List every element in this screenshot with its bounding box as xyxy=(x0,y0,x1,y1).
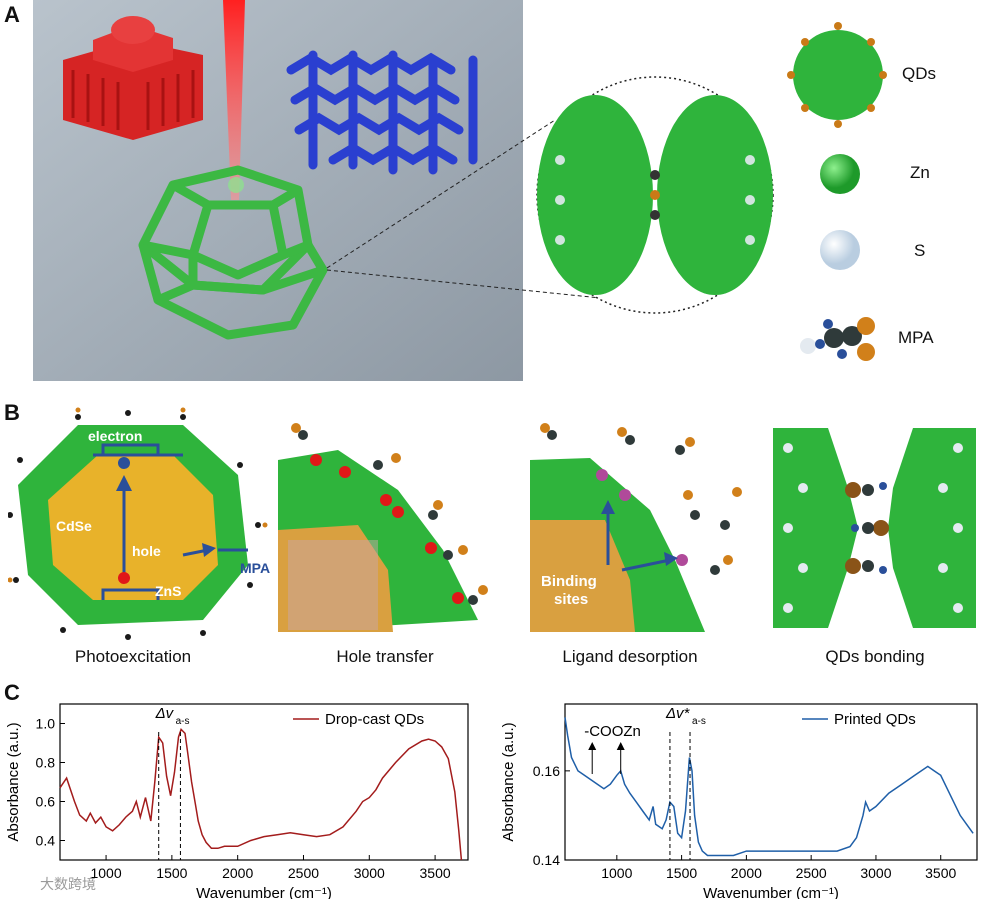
label-electron: electron xyxy=(88,428,143,444)
annotation-subscript: a-s xyxy=(176,716,190,727)
label-binding: Binding xyxy=(541,573,597,590)
y-axis-label: Absorbance (a.u.) xyxy=(5,722,22,841)
x-tick-label: 1500 xyxy=(156,865,187,881)
series-line xyxy=(564,717,974,857)
qd-sphere-icon xyxy=(787,22,887,128)
label-mpa: MPA xyxy=(240,560,271,576)
plot-frame xyxy=(564,703,978,861)
caption-qds-bonding: QDs bonding xyxy=(825,647,925,666)
x-tick-label: 3000 xyxy=(354,865,385,881)
caption-photoexcitation: Photoexcitation xyxy=(74,647,192,666)
panel-letter-a: A xyxy=(4,2,20,27)
y-tick-label: 0.4 xyxy=(36,833,56,849)
x-tick-label: 1500 xyxy=(666,865,697,881)
panel-letter-c: C xyxy=(4,680,20,705)
x-tick-label: 1000 xyxy=(601,865,632,881)
label-sites: sites xyxy=(554,591,589,608)
legend-entry: Printed QDs xyxy=(834,711,916,728)
x-axis-label: Wavenumber (cm⁻¹) xyxy=(703,885,839,899)
x-tick-label: 3500 xyxy=(925,865,956,881)
zn-atom-icon xyxy=(820,154,860,194)
chart-dropcast: 1000 1500 2000 2500 3000 3500 0.4 0.6 0.8 1.0 Wave… xyxy=(5,703,469,899)
label-zns: ZnS xyxy=(155,583,182,599)
chart-printed: 1000 1500 2000 2500 3000 3500 0.14 0.16 Wavenumb… xyxy=(500,703,978,899)
photoexcitation-diagram xyxy=(8,407,268,640)
annotation-label: Δv xyxy=(155,705,175,722)
label-hole: hole xyxy=(132,543,161,559)
legend-s-label: S xyxy=(914,241,926,260)
x-tick-label: 2000 xyxy=(731,865,762,881)
y-axis-label: Absorbance (a.u.) xyxy=(500,722,517,841)
panel-a-render xyxy=(33,0,523,381)
series-line xyxy=(59,728,463,861)
mpa-molecule-icon xyxy=(800,317,875,361)
x-tick-label: 2500 xyxy=(796,865,827,881)
legend-zn-label: Zn xyxy=(910,163,930,182)
green-dodecahedron-icon xyxy=(138,165,328,340)
x-tick-label: 3000 xyxy=(860,865,891,881)
y-tick-label: 1.0 xyxy=(36,716,56,732)
caption-ligand-desorption: Ligand desorption xyxy=(562,647,698,666)
watermark: 大数跨境 xyxy=(40,876,96,892)
y-tick-label: 0.6 xyxy=(36,794,56,810)
qds-bonding-diagram xyxy=(773,428,976,628)
annotation-label: Δv* xyxy=(665,705,691,722)
ligand-desorption-diagram xyxy=(530,423,742,632)
panel-letter-b: B xyxy=(4,400,20,425)
zoom-bonded-qds-icon xyxy=(537,95,773,295)
laser-beam-icon xyxy=(223,0,245,200)
x-tick-label: 3500 xyxy=(420,865,451,881)
legend-entry: Drop-cast QDs xyxy=(325,711,424,728)
x-tick-label: 2000 xyxy=(222,865,253,881)
x-tick-label: 1000 xyxy=(90,865,121,881)
x-tick-label: 2500 xyxy=(288,865,319,881)
legend-mpa-label: MPA xyxy=(898,328,934,347)
annotation-label: -COOZn xyxy=(584,723,641,740)
x-axis-label: Wavenumber (cm⁻¹) xyxy=(196,885,332,899)
y-tick-label: 0.8 xyxy=(36,755,56,771)
hole-transfer-diagram xyxy=(278,423,488,632)
red-building-icon xyxy=(63,16,203,140)
annotation-arrowhead xyxy=(588,742,597,750)
y-tick-label: 0.14 xyxy=(533,852,560,868)
annotation-arrowhead xyxy=(616,742,625,750)
s-atom-icon xyxy=(820,230,860,270)
y-tick-label: 0.16 xyxy=(533,763,560,779)
annotation-subscript: a-s xyxy=(692,716,706,727)
label-cdse: CdSe xyxy=(56,518,92,534)
zoom-connector xyxy=(326,76,774,314)
caption-hole-transfer: Hole transfer xyxy=(336,647,434,666)
plot-frame xyxy=(59,703,469,861)
legend-qds-label: QDs xyxy=(902,64,936,83)
blue-lattice-icon xyxy=(286,50,478,175)
